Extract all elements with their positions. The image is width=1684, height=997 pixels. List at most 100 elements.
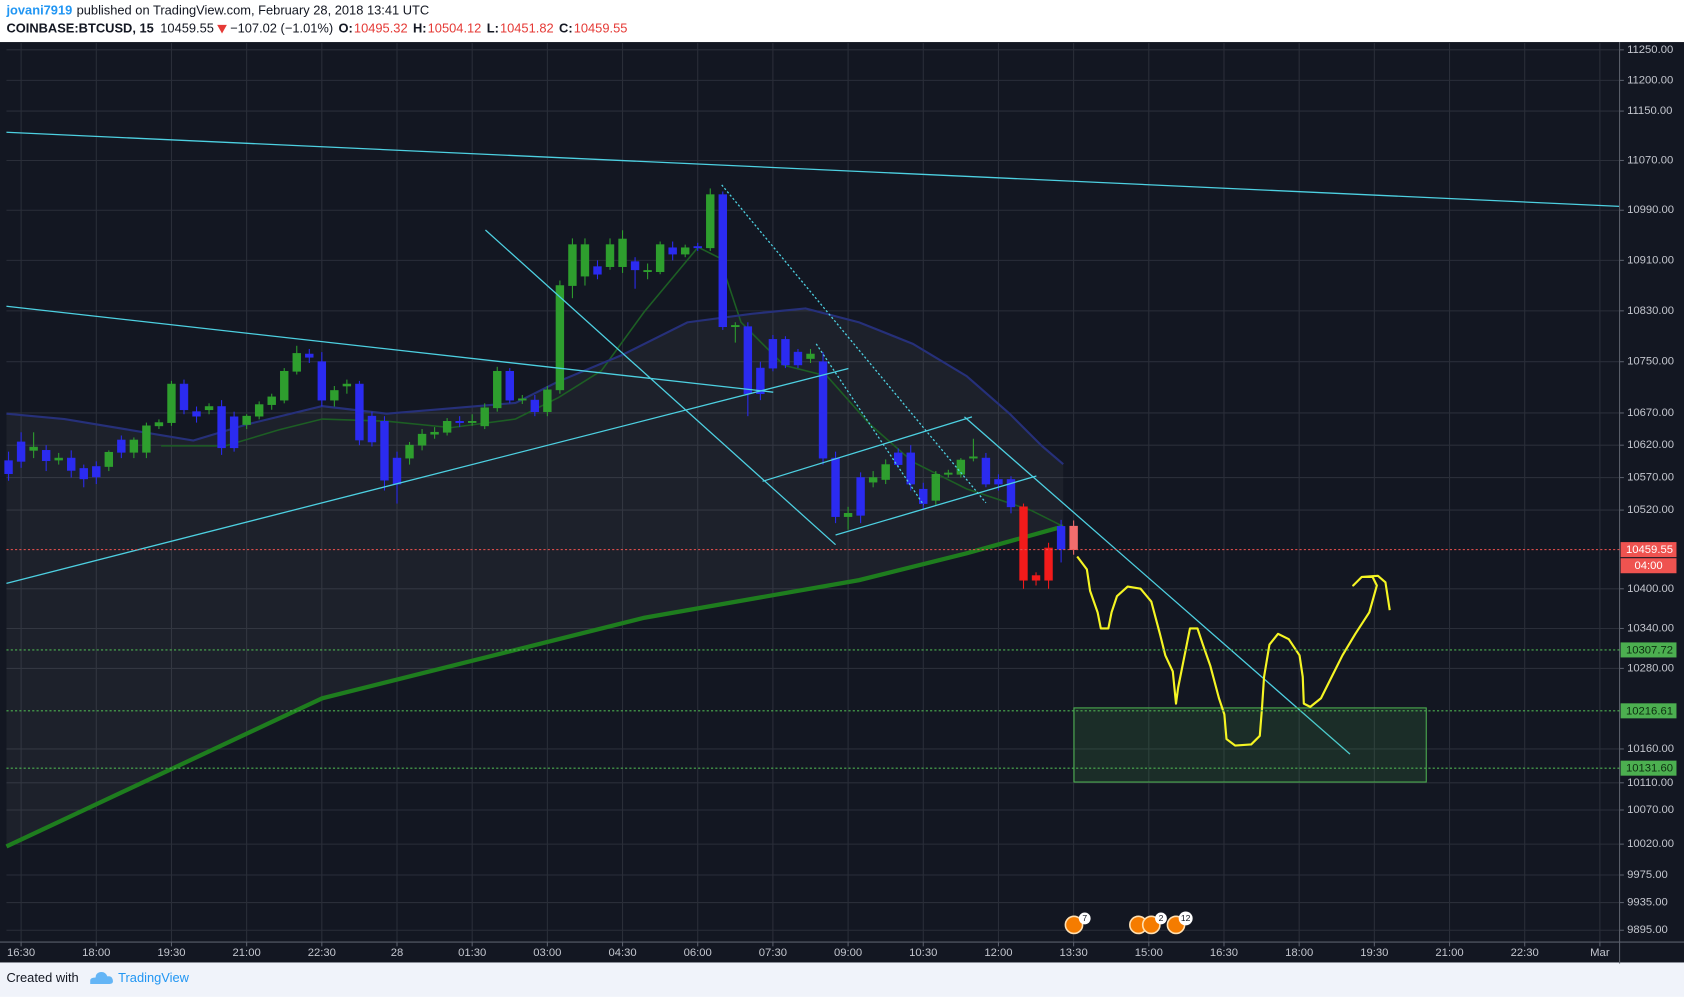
- candle-body: [142, 425, 151, 453]
- candle-body: [981, 457, 991, 485]
- ohlc-value: 10504.12: [428, 21, 482, 36]
- candle-body: [944, 472, 953, 475]
- candle-body: [731, 325, 740, 328]
- candle-body: [655, 244, 665, 273]
- candle-body: [856, 477, 865, 516]
- ohlc-label: O:: [339, 21, 353, 36]
- candle-body: [630, 261, 640, 271]
- candle-body: [781, 339, 790, 366]
- x-tick-label: 18:00: [1285, 947, 1313, 959]
- x-tick-label: 04:30: [608, 947, 636, 959]
- candle-body: [41, 450, 51, 462]
- candle-body: [217, 406, 226, 449]
- brand-name[interactable]: TradingView: [118, 970, 190, 985]
- candle-body: [706, 194, 715, 249]
- trend-line: [964, 416, 1351, 755]
- candle-body: [493, 370, 502, 409]
- candle-body: [806, 353, 815, 359]
- y-tick-label: 11070.00: [1627, 154, 1673, 166]
- y-tick-label: 11150.00: [1627, 105, 1672, 117]
- y-tick-label: 11200.00: [1627, 74, 1673, 86]
- x-tick-label: 19:30: [1360, 947, 1388, 959]
- candle-body: [54, 457, 63, 461]
- candle-body: [1019, 506, 1028, 581]
- candle-body: [718, 194, 727, 328]
- event-count: 7: [1082, 913, 1087, 923]
- countdown: 04:00: [1634, 560, 1662, 572]
- brand-logo: [90, 971, 113, 984]
- candle-body: [894, 452, 903, 465]
- y-tick-label: 10280.00: [1627, 662, 1674, 674]
- y-tick-label: 10340.00: [1627, 622, 1674, 634]
- candle-body: [1056, 526, 1066, 550]
- candles: [4, 188, 1078, 589]
- x-tick-label: 06:00: [684, 947, 712, 959]
- candle-body: [467, 420, 477, 423]
- candle-body: [818, 361, 828, 459]
- y-tick-label: 9935.00: [1627, 897, 1668, 909]
- candle-body: [768, 339, 778, 369]
- candle-body: [179, 383, 189, 411]
- candle-body: [167, 383, 176, 423]
- candle-body: [618, 238, 627, 267]
- candle-body: [956, 459, 966, 475]
- footer: Created with TradingView: [6, 970, 189, 985]
- candle-body: [530, 399, 540, 412]
- last-price: 10459.55: [160, 21, 214, 36]
- candle-body: [1006, 479, 1016, 508]
- candle-body: [192, 411, 201, 417]
- event-count: 2: [1159, 913, 1164, 923]
- candle-body: [505, 370, 514, 401]
- y-tick-label: 10570.00: [1627, 472, 1674, 484]
- y-tick-label: 10620.00: [1627, 439, 1674, 451]
- y-tick-label: 10070.00: [1627, 804, 1674, 816]
- candle-body: [555, 285, 565, 391]
- event-badge: [1078, 912, 1091, 925]
- footer-background: [0, 962, 1684, 997]
- price-label: 10459.55: [1626, 544, 1673, 556]
- x-tick-label: 09:00: [834, 947, 862, 959]
- ohlc-label: C:: [559, 21, 573, 36]
- y-tick-label: 10110.00: [1627, 777, 1673, 789]
- y-tick-label: 9895.00: [1627, 924, 1668, 936]
- trend-line: [485, 229, 836, 546]
- candle-body: [79, 468, 88, 480]
- ma-band: [6, 308, 1064, 847]
- candle-body: [392, 457, 402, 485]
- y-tick-label: 10160.00: [1627, 743, 1674, 755]
- candle-body: [254, 404, 264, 417]
- trend-line: [6, 131, 1620, 208]
- x-tick-label: 22:30: [1511, 947, 1539, 959]
- x-tick-label: Mar: [1590, 947, 1610, 959]
- y-tick-label: 10830.00: [1627, 305, 1674, 317]
- header: jovani7919 published on TradingView.com, …: [5, 2, 627, 35]
- level-label-box: [1620, 703, 1677, 719]
- candle-body: [317, 361, 327, 401]
- candle-body: [906, 452, 915, 485]
- candle-body: [67, 457, 76, 471]
- candle-body: [355, 383, 364, 441]
- candle-body: [668, 247, 677, 255]
- candle-body: [29, 446, 38, 451]
- y-tick-label: 10750.00: [1627, 356, 1674, 368]
- candle-body: [442, 420, 452, 433]
- candle-body: [16, 441, 26, 462]
- axes: 11250.00 11200.00 11150.00 11070.00 10990.00…: [6, 44, 1677, 959]
- x-tick-label: 16:30: [1210, 947, 1238, 959]
- candle-body: [1069, 525, 1078, 550]
- price-change: −107.02 (−1.01%): [230, 21, 333, 36]
- candle-body: [756, 367, 765, 395]
- candle-body: [793, 351, 803, 366]
- level-label: 10216.61: [1626, 705, 1673, 717]
- candle-body: [229, 416, 239, 449]
- ohlc-label: H:: [413, 21, 427, 36]
- x-tick-label: 22:30: [308, 947, 336, 959]
- freehand-drawing: [1076, 555, 1391, 747]
- level-label: 10131.60: [1626, 763, 1673, 775]
- candle-body: [580, 244, 590, 277]
- event-icon[interactable]: [1064, 915, 1084, 935]
- x-tick-label: 13:30: [1060, 947, 1088, 959]
- candle-body: [693, 246, 702, 249]
- price-label-box: [1620, 542, 1677, 558]
